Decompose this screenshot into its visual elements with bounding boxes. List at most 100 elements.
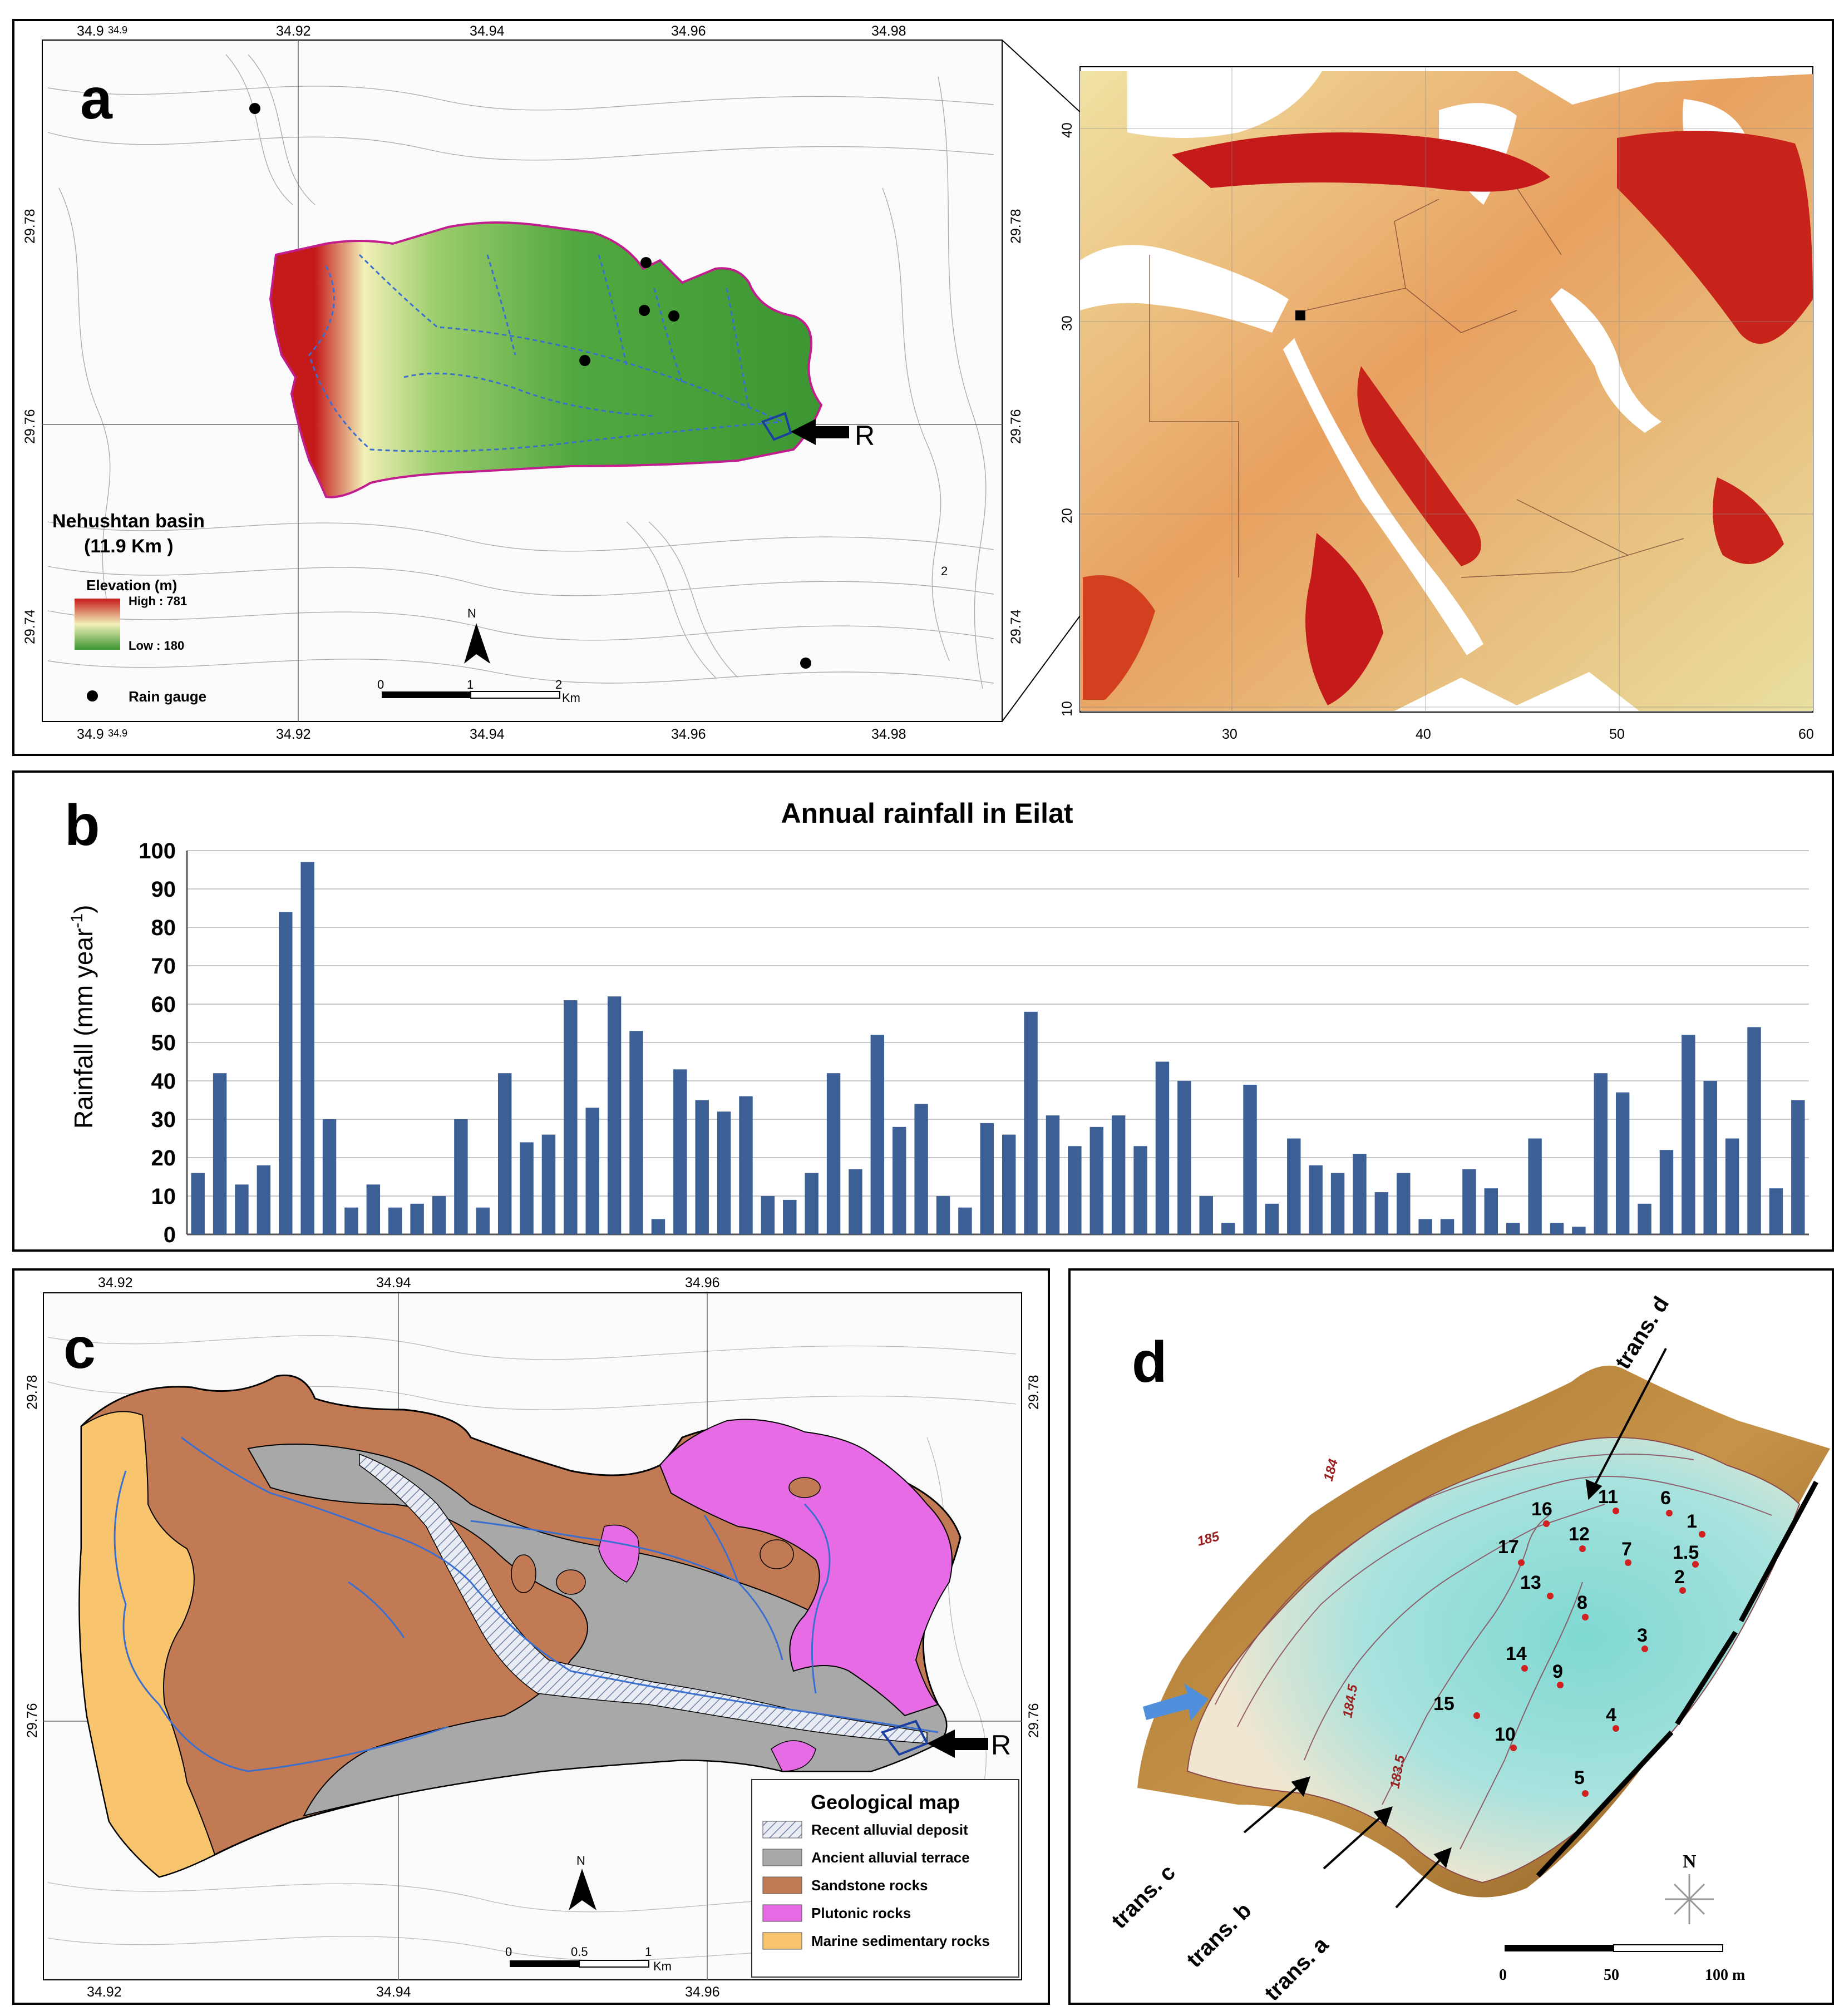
legend-label-sandstone: Sandstone rocks (811, 1877, 928, 1894)
bar-2019 (1725, 1138, 1739, 1234)
bar-2009 (1506, 1223, 1520, 1234)
bar-2020 (1747, 1027, 1761, 1234)
bar-1990 (1089, 1126, 1103, 1234)
reservoir-floor (1186, 1436, 1801, 1884)
bar-1983 (936, 1196, 950, 1234)
elevation-title: Elevation (m) (86, 577, 177, 594)
inset-map: 30 40 50 60 40 30 20 10 (1059, 66, 1814, 742)
bar-1992 (1133, 1146, 1147, 1234)
basin-area: (11.9 Km ) (84, 536, 174, 557)
bar-1965 (541, 1134, 556, 1234)
y-tick-label: 70 (151, 954, 176, 979)
bar-1977 (805, 1173, 819, 1234)
svg-text:100 m: 100 m (1705, 1966, 1745, 1984)
bar-1976 (783, 1199, 797, 1234)
svg-text:1: 1 (1687, 1511, 1697, 1532)
panel-c-label: c (63, 1316, 96, 1381)
bar-1972 (695, 1100, 709, 1234)
legend-swatch-sandstone (762, 1876, 802, 1894)
svg-text:16: 16 (1531, 1499, 1552, 1520)
y-tick-label: 10 (151, 1184, 176, 1209)
rain-gauge-label: Rain gauge (129, 688, 206, 705)
outlet-reservoir (761, 412, 792, 441)
elevation-high: High : 781 (129, 594, 187, 608)
bar-1981 (893, 1126, 906, 1234)
svg-text:34.9: 34.9 (108, 728, 127, 739)
bar-1982 (914, 1104, 928, 1234)
svg-text:Km: Km (562, 691, 580, 705)
svg-text:0: 0 (377, 678, 384, 691)
outlet-label: R (855, 420, 875, 451)
svg-text:14: 14 (1506, 1643, 1527, 1664)
scale-bar-c: 0 0.5 1 Km (505, 1945, 672, 1973)
bar-1951 (235, 1184, 249, 1234)
svg-text:7: 7 (1621, 1539, 1632, 1560)
svg-text:34.9: 34.9 (77, 23, 104, 39)
svg-text:29.78: 29.78 (24, 1375, 40, 1410)
bar-1954 (300, 862, 314, 1234)
svg-text:17: 17 (1498, 1536, 1519, 1558)
panel-a-svg: R a 34.9 34.9 34.92 34.94 34.96 34.98 34… (22, 23, 1814, 742)
svg-text:10: 10 (1059, 701, 1075, 717)
marine-sedimentary-unit (78, 1411, 216, 1878)
y-tick-label: 90 (151, 877, 176, 902)
stream-network-c (114, 1436, 939, 1772)
legend-swatch-plutonic (762, 1904, 802, 1922)
svg-text:29.76: 29.76 (24, 1703, 40, 1738)
dam-segment-lower (1536, 1730, 1674, 1878)
elevation-low: Low : 180 (129, 639, 184, 653)
sample-point-labels: 1 1.5 2 3 4 5 6 7 8 9 10 11 12 13 14 15 … (1433, 1486, 1699, 1788)
bar-1967 (585, 1108, 599, 1234)
bar-1989 (1068, 1146, 1082, 1234)
legend-label-marine: Marine sedimentary rocks (811, 1933, 990, 1949)
chart-gridlines (186, 850, 1809, 1236)
svg-text:34.94: 34.94 (470, 727, 505, 742)
y-tick-label: 60 (151, 992, 176, 1017)
svg-text:13: 13 (1520, 1572, 1541, 1593)
stream-network (308, 254, 783, 452)
bar-2013 (1594, 1073, 1608, 1234)
svg-text:29.78: 29.78 (1026, 1375, 1042, 1410)
bar-1987 (1024, 1011, 1038, 1234)
svg-text:34.96: 34.96 (671, 23, 706, 39)
y-tick-label: 30 (151, 1108, 176, 1132)
svg-text:40: 40 (1416, 727, 1431, 742)
svg-text:20: 20 (1059, 508, 1075, 523)
inset-y-ticks: 40 30 20 10 (1059, 122, 1075, 717)
north-arrow-c-icon (569, 1869, 596, 1910)
contour-lines (47, 54, 994, 689)
svg-text:1: 1 (645, 1945, 652, 1959)
svg-text:34.96: 34.96 (671, 727, 706, 742)
transect-arrows (1243, 1348, 1667, 1909)
svg-text:34.92: 34.92 (87, 1984, 122, 2000)
bar-1973 (717, 1111, 731, 1234)
svg-text:34.9: 34.9 (77, 727, 104, 742)
svg-text:30: 30 (1059, 315, 1075, 331)
svg-text:30: 30 (1222, 727, 1237, 742)
bar-1950 (213, 1073, 227, 1234)
panel-d-svg: d 185 184 184.5 183.5 (1107, 1292, 1830, 2005)
bar-1984 (958, 1207, 972, 1234)
svg-text:29.78: 29.78 (1008, 209, 1024, 244)
legend-title: Geological map (811, 1791, 960, 1814)
bar-1963 (497, 1073, 512, 1234)
svg-text:0: 0 (1499, 1966, 1507, 1984)
bar-2005 (1418, 1219, 1432, 1234)
y-tick-labels: 0 10 20 30 40 50 60 70 80 90 100 (139, 839, 176, 1247)
svg-text:34.92: 34.92 (276, 23, 311, 39)
bar-1966 (564, 1000, 578, 1234)
bar-2017 (1682, 1035, 1695, 1234)
bar-1961 (454, 1119, 468, 1234)
chart-bars (191, 862, 1805, 1234)
y-tick-label: 20 (151, 1146, 176, 1170)
bar-1970 (651, 1219, 665, 1234)
bar-1962 (476, 1207, 490, 1234)
svg-text:29.76: 29.76 (1008, 409, 1024, 444)
svg-text:34.94: 34.94 (470, 23, 505, 39)
bar-1996 (1221, 1223, 1235, 1234)
y-axis-label: Rainfall (mm year-1) (68, 905, 98, 1129)
bar-1974 (739, 1096, 753, 1234)
bar-2004 (1397, 1173, 1411, 1234)
legend-label-ancient: Ancient alluvial terrace (811, 1849, 970, 1866)
svg-text:trans. a: trans. a (1260, 1932, 1333, 2005)
